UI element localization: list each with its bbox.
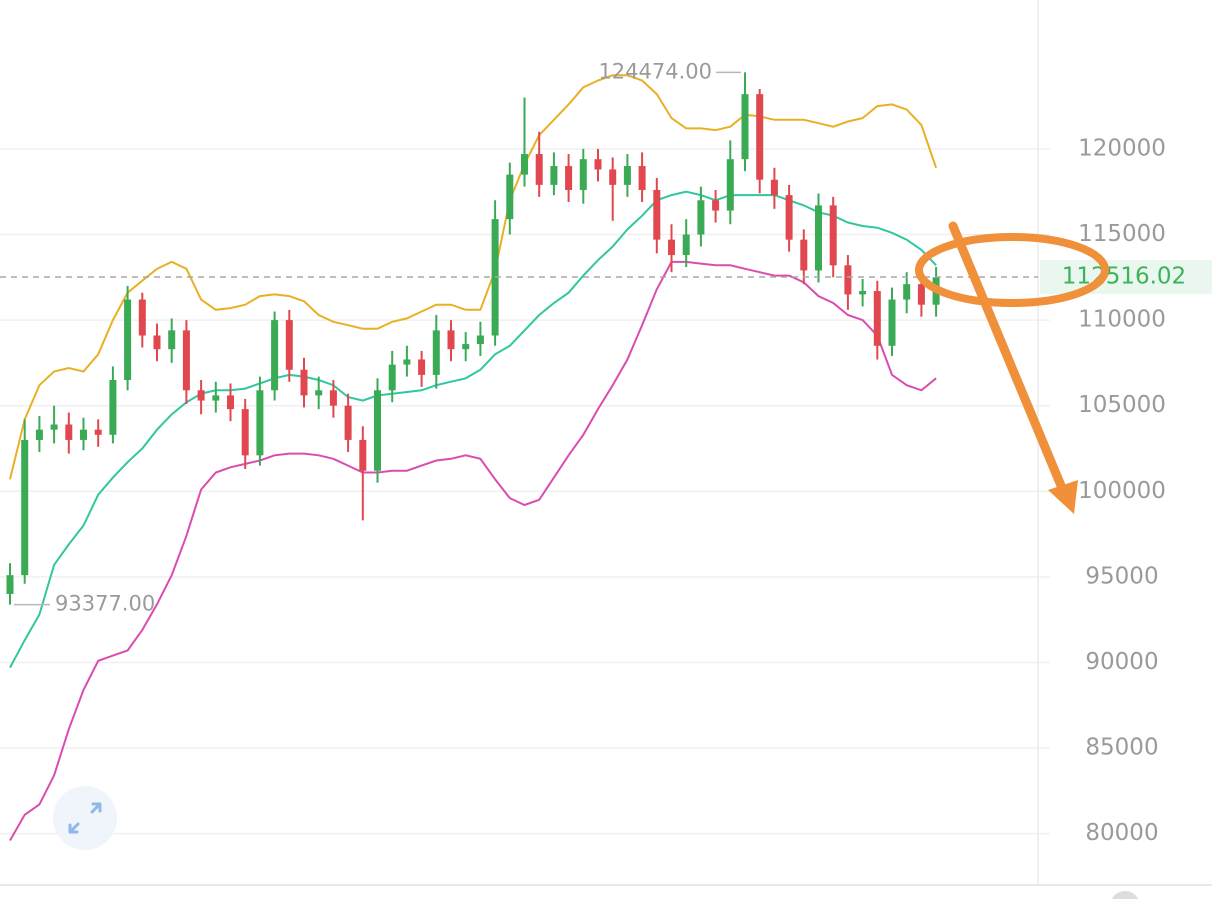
y-tick-label: 80000 — [1085, 820, 1158, 846]
expand-button[interactable] — [53, 786, 117, 850]
candle-body — [638, 166, 646, 191]
markers: 124474.00 93377.00 — [14, 59, 741, 616]
candle-body — [829, 205, 837, 266]
candle-body — [403, 359, 411, 365]
candle-body — [741, 94, 749, 160]
candle-body — [50, 424, 58, 430]
y-tick-label: 90000 — [1085, 649, 1158, 675]
candle-body — [212, 395, 220, 401]
candle-body — [80, 429, 87, 440]
candle-body — [785, 195, 793, 240]
candle-body — [815, 205, 822, 271]
last-price-label: 112516.02 — [1062, 264, 1186, 290]
y-tick-label: 105000 — [1078, 392, 1166, 418]
candle-body — [329, 390, 337, 406]
candle-body — [535, 154, 543, 185]
candle-body — [6, 575, 14, 594]
candle-body — [462, 344, 470, 350]
candle-body — [153, 335, 161, 350]
candle-body — [256, 390, 264, 456]
candle-body — [285, 320, 293, 370]
y-tick-label: 110000 — [1078, 307, 1166, 333]
expand-button-bg[interactable] — [53, 786, 117, 850]
candle-body — [271, 320, 279, 391]
annotation-arrowhead — [1048, 480, 1078, 514]
annotation-ellipse — [915, 233, 1109, 307]
scroll-indicator — [1111, 891, 1139, 899]
candle-body — [182, 330, 190, 391]
candle-body — [579, 159, 587, 191]
band-upper — [9, 74, 938, 480]
annotation-arrow — [948, 221, 1067, 493]
candle-body — [418, 359, 426, 375]
candle-body — [138, 299, 146, 336]
low-marker-label: 93377.00 — [55, 592, 155, 616]
y-tick-label: 115000 — [1078, 221, 1166, 247]
candle-body — [21, 439, 29, 576]
candle-body — [476, 335, 484, 345]
candle-body — [859, 291, 867, 295]
candle-body — [623, 166, 631, 185]
candle-body — [197, 390, 205, 401]
candle-body — [521, 154, 528, 175]
high-marker-label: 124474.00 — [598, 59, 712, 83]
candle-body — [447, 330, 455, 350]
candle-body — [653, 190, 661, 240]
band-lower — [9, 260, 937, 841]
candle-body — [388, 364, 396, 391]
candle-body — [65, 424, 73, 440]
candle-body — [888, 299, 896, 346]
candle-body — [35, 429, 43, 440]
candle-body — [124, 299, 132, 381]
candle-body — [315, 390, 323, 396]
candle-body — [712, 200, 720, 211]
bollinger-bands — [9, 74, 938, 841]
y-tick-label: 100000 — [1078, 478, 1166, 504]
candle-body — [109, 380, 117, 435]
candle-body — [565, 166, 573, 191]
candle-body — [609, 169, 617, 185]
candle-body — [374, 390, 381, 471]
candle-body — [917, 284, 925, 305]
candle-body — [844, 265, 852, 295]
candle-body — [550, 166, 558, 185]
candles — [6, 72, 940, 605]
candle-body — [344, 405, 352, 440]
candle-body — [94, 429, 102, 435]
candle-body — [726, 159, 734, 211]
candle-body — [241, 409, 249, 456]
candle-body — [227, 395, 234, 410]
last-price-box — [1040, 260, 1212, 295]
y-tick-label: 95000 — [1085, 563, 1158, 589]
candle-body — [800, 239, 808, 271]
candle-body — [594, 159, 602, 170]
y-tick-label: 85000 — [1085, 735, 1158, 761]
candle-body — [697, 200, 705, 235]
candle-body — [668, 239, 675, 256]
candle-body — [770, 179, 778, 196]
candle-body — [756, 94, 764, 180]
band-middle — [9, 190, 937, 669]
candle-body — [359, 439, 367, 471]
annotation — [915, 221, 1109, 514]
last-price: 112516.02 — [0, 260, 1212, 295]
candle-body — [506, 174, 514, 220]
candle-body — [168, 330, 176, 350]
candle-body — [432, 330, 440, 375]
y-tick-label: 120000 — [1078, 135, 1166, 161]
y-axis: 80000 85000 90000 95000 100000 105000 110000 11… — [1078, 135, 1166, 846]
candle-body — [873, 291, 881, 346]
candle-body — [903, 284, 911, 300]
expand-icon[interactable] — [68, 802, 102, 834]
candle-body — [682, 234, 690, 256]
candle-body — [300, 369, 308, 396]
